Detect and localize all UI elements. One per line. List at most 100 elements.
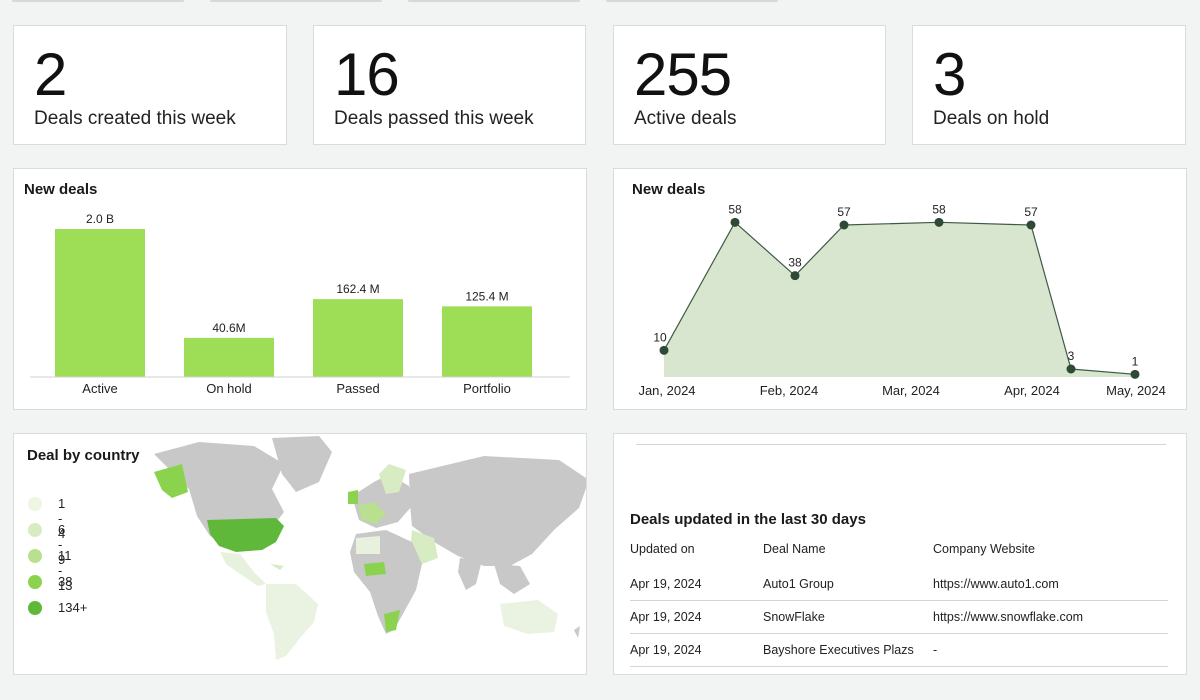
series-line	[663, 221, 1136, 375]
bar-active	[55, 229, 145, 377]
cell-updated-on: Apr 19, 2024	[630, 577, 702, 591]
data-point	[790, 271, 800, 281]
x-tick-label: Jan, 2024	[638, 383, 695, 398]
cell-deal-name[interactable]: SnowFlake	[763, 610, 825, 624]
data-point	[730, 217, 740, 227]
bar-category-label: Portfolio	[463, 381, 511, 396]
data-point	[1026, 220, 1036, 230]
panel-title: Deals updated in the last 30 days	[630, 511, 866, 528]
area-chart: 10 58 38 57 58 57 3 1 Jan, 2024 Feb, 2024 Mar, 202…	[638, 202, 1166, 398]
legend-label: 1 - 4	[58, 496, 66, 541]
legend-swatch	[28, 575, 42, 589]
kpi-value: 2	[34, 41, 67, 108]
bar-passed	[313, 299, 403, 377]
data-point	[1130, 369, 1140, 379]
cell-updated-on: Apr 19, 2024	[630, 643, 702, 657]
kpi-label: Deals on hold	[933, 108, 1050, 129]
column-header-updated-on[interactable]: Updated on	[630, 542, 695, 556]
tab-stub[interactable]	[606, 0, 778, 2]
x-tick-label: Apr, 2024	[1004, 383, 1060, 398]
kpi-value: 3	[933, 41, 966, 108]
map-uk	[348, 490, 358, 504]
legend-swatch	[28, 523, 42, 537]
tab-stub[interactable]	[210, 0, 382, 2]
kpi-card-active-deals[interactable]: 255 Active deals	[613, 25, 886, 145]
area-chart-panel: New deals 10 58 38 57 58 57 3 1 Jan, 2024 Feb, 20…	[613, 168, 1187, 410]
panel-title: Deal by country	[27, 447, 140, 464]
world-map[interactable]	[14, 434, 586, 674]
cell-deal-name[interactable]: Auto1 Group	[763, 577, 834, 591]
area-fill	[664, 222, 1135, 377]
map-asia	[409, 456, 586, 566]
point-data-label: 58	[728, 202, 742, 216]
table-panel: Deals updated in the last 30 days Update…	[613, 433, 1187, 675]
legend-label: 11 - 13	[58, 548, 73, 593]
top-tab-strip	[0, 0, 1200, 3]
x-tick-label: May, 2024	[1106, 383, 1166, 398]
legend-label: 6 - 9	[58, 522, 66, 567]
map-africa-north	[356, 536, 380, 554]
map-south-america	[266, 584, 318, 660]
kpi-card-deals-passed[interactable]: 16 Deals passed this week	[313, 25, 586, 145]
data-point	[839, 220, 849, 230]
table-row[interactable]: Apr 19, 2024 Bayshore Executives Plazs -	[630, 634, 1168, 667]
cell-company-website[interactable]: -	[933, 643, 938, 657]
point-data-label: 38	[788, 256, 802, 270]
map-central-america	[220, 552, 266, 586]
map-africa-south	[384, 610, 400, 632]
map-usa	[207, 518, 284, 552]
bar-chart-panel: New deals 2.0 B Active 40.6M On hold 162.4 M…	[13, 168, 587, 410]
panel-title: New deals	[632, 181, 706, 198]
map-se-asia	[494, 564, 530, 594]
map-new-zealand	[574, 626, 580, 638]
cell-company-website[interactable]: https://www.auto1.com	[933, 577, 1059, 591]
tab-stub[interactable]	[12, 0, 184, 2]
table-row[interactable]: Apr 19, 2024 Auto1 Group https://www.aut…	[630, 568, 1168, 601]
kpi-label: Deals passed this week	[334, 108, 534, 129]
bar-data-label: 162.4 M	[336, 282, 379, 296]
map-africa-west	[364, 562, 386, 576]
map-scandinavia	[379, 464, 406, 494]
x-tick-label: Feb, 2024	[760, 383, 819, 398]
point-data-label: 58	[932, 202, 946, 216]
bar-category-label: Active	[82, 381, 117, 396]
table-header-row: Updated on Deal Name Company Website	[630, 540, 1168, 568]
map-greenland	[272, 436, 332, 492]
kpi-card-deals-created[interactable]: 2 Deals created this week	[13, 25, 287, 145]
legend-swatch	[28, 601, 42, 615]
map-india	[458, 558, 482, 590]
tab-stub[interactable]	[408, 0, 580, 2]
deals-table: Updated on Deal Name Company Website Apr…	[630, 540, 1168, 667]
data-point	[659, 345, 669, 355]
cell-company-website[interactable]: https://www.snowflake.com	[933, 610, 1084, 624]
bar-on-hold	[184, 337, 274, 377]
column-header-deal-name[interactable]: Deal Name	[763, 542, 826, 556]
legend-label: 134+	[58, 600, 88, 615]
point-data-label: 3	[1068, 349, 1075, 363]
legend-swatch	[28, 549, 42, 563]
cell-deal-name[interactable]: Bayshore Executives Plazs	[763, 643, 914, 657]
map-africa	[350, 530, 422, 634]
legend-swatch	[28, 497, 42, 511]
kpi-label: Deals created this week	[34, 108, 236, 129]
map-australia	[500, 600, 558, 634]
bar-chart: 2.0 B Active 40.6M On hold 162.4 M Passed 125.…	[30, 212, 570, 396]
bar-category-label: Passed	[336, 381, 379, 396]
point-data-label: 57	[1024, 205, 1038, 219]
data-point	[1066, 364, 1076, 374]
panel-title: New deals	[24, 181, 98, 198]
cell-updated-on: Apr 19, 2024	[630, 610, 702, 624]
point-data-label: 57	[837, 205, 851, 219]
table-row[interactable]: Apr 19, 2024 SnowFlake https://www.snowf…	[630, 601, 1168, 634]
kpi-value: 255	[634, 41, 732, 108]
column-header-company-website[interactable]: Company Website	[933, 542, 1035, 556]
kpi-card-deals-on-hold[interactable]: 3 Deals on hold	[912, 25, 1186, 145]
bar-data-label: 125.4 M	[465, 289, 508, 303]
data-point	[934, 217, 944, 227]
bar-data-label: 40.6M	[212, 321, 245, 335]
point-data-label: 10	[653, 330, 667, 344]
map-panel: Deal by country 1 - 4 6 - 9 11 - 13 38 1…	[13, 433, 587, 675]
map-alaska	[154, 464, 188, 498]
point-data-label: 1	[1132, 354, 1139, 368]
bar-category-label: On hold	[206, 381, 252, 396]
